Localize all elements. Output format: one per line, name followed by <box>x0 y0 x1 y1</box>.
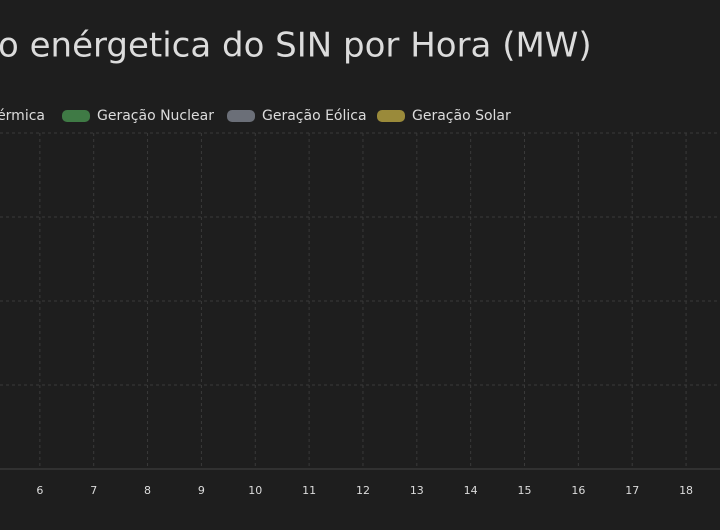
x-tick-label: 15 <box>518 484 532 497</box>
x-tick-label: 11 <box>302 484 316 497</box>
x-tick-label: 8 <box>144 484 151 497</box>
legend-label: Geração Eólica <box>262 108 367 124</box>
legend-swatch <box>227 110 255 122</box>
x-tick-label: 10 <box>248 484 262 497</box>
x-tick-label: 6 <box>36 484 43 497</box>
x-tick-label: 12 <box>356 484 370 497</box>
legend-swatch <box>377 110 405 122</box>
x-tick-label: 16 <box>571 484 585 497</box>
x-tick-label: 13 <box>410 484 424 497</box>
x-tick-label: 17 <box>625 484 639 497</box>
legend-label: Geração Nuclear <box>97 108 214 124</box>
legend-swatch <box>62 110 90 122</box>
x-tick-label: 18 <box>679 484 693 497</box>
legend-label: érmica <box>0 108 45 124</box>
x-tick-label: 7 <box>90 484 97 497</box>
x-tick-label: 9 <box>198 484 205 497</box>
x-tick-label: 14 <box>464 484 478 497</box>
legend-label: Geração Solar <box>412 108 511 124</box>
chart-title: o enérgetica do SIN por Hora (MW) <box>0 26 592 66</box>
